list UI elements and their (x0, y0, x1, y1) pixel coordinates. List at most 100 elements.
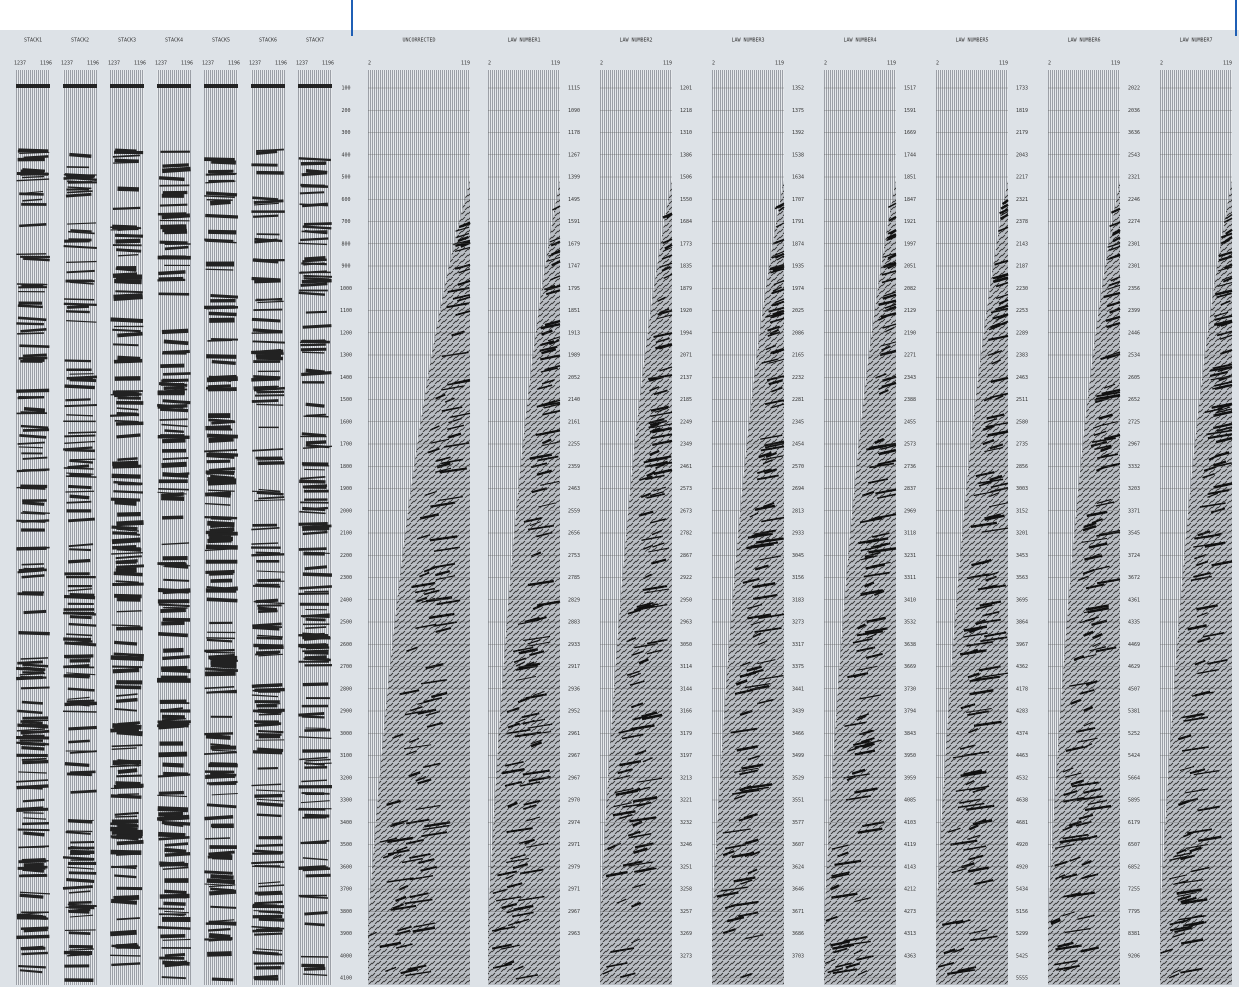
range-label: 1196 (322, 61, 334, 67)
reflector (22, 169, 44, 170)
reflector (205, 669, 238, 671)
reflector (211, 588, 238, 590)
time-label: 3800 (340, 909, 352, 915)
reflector (159, 605, 190, 607)
reflector (306, 404, 325, 406)
reflector (117, 189, 139, 190)
reflector (64, 435, 95, 436)
seismic-display: STACK112371196STACK212371196STACK3123711… (0, 0, 1239, 987)
reflector (300, 868, 328, 869)
reflector (256, 152, 277, 154)
velocity-label: 2511 (1016, 397, 1028, 403)
reflector (70, 772, 96, 773)
reflector (68, 689, 95, 691)
reflector (67, 306, 89, 307)
reflector (207, 954, 231, 955)
velocity-label: 2856 (1016, 464, 1028, 470)
reflector (69, 873, 96, 874)
reflector (64, 299, 94, 300)
reflector (300, 192, 324, 193)
reflector (207, 540, 231, 541)
velocity-label: 4507 (1128, 686, 1140, 692)
range-label: 1196 (40, 61, 52, 67)
velocity-label: 4469 (1128, 642, 1140, 648)
reflector (253, 904, 278, 905)
velocity-label: 3636 (1128, 130, 1140, 136)
velocity-label: 2052 (568, 375, 580, 381)
reflector (117, 281, 142, 282)
reflector (63, 887, 93, 889)
reflector (117, 458, 137, 459)
panel-title: LAW NUMBER6 (1067, 38, 1100, 44)
velocity-label: 3332 (1128, 464, 1140, 470)
reflector (161, 494, 184, 496)
time-label: 2600 (340, 642, 352, 648)
velocity-label: 2933 (792, 531, 804, 537)
reflector (162, 215, 190, 217)
reflector (209, 313, 237, 314)
reflector (17, 333, 44, 334)
reflector (210, 853, 231, 855)
velocity-label: 3371 (1128, 508, 1140, 514)
reflector (253, 711, 282, 712)
velocity-label: 3959 (904, 775, 916, 781)
range-label: 2 (368, 61, 371, 67)
reflector (158, 489, 189, 490)
velocity-label: 2246 (1128, 197, 1140, 203)
reflector (116, 776, 141, 777)
reflector (257, 749, 283, 751)
reflector (116, 423, 143, 424)
velocity-label: 3231 (904, 553, 916, 559)
reflector (22, 762, 48, 763)
velocity-label: 2867 (680, 553, 692, 559)
reflector (206, 269, 234, 270)
velocity-label: 1201 (680, 86, 692, 92)
velocity-label: 2463 (568, 486, 580, 492)
reflector (159, 178, 185, 180)
panel-title: UNCORRECTED (402, 38, 435, 44)
reflector (209, 892, 236, 894)
reflector (211, 339, 238, 340)
time-label: 1300 (340, 353, 352, 359)
velocity-label: 2735 (1016, 442, 1028, 448)
velocity-label: 5156 (1016, 909, 1028, 915)
range-label: 119 (1223, 61, 1232, 67)
reflector (256, 652, 280, 653)
range-label: 1237 (296, 61, 308, 67)
range-label: 119 (1111, 61, 1120, 67)
velocity-label: 2570 (792, 464, 804, 470)
reflector (20, 895, 44, 897)
reflector (21, 731, 42, 732)
reflector (112, 527, 138, 529)
velocity-label: 3686 (792, 931, 804, 937)
range-label: 1237 (14, 61, 26, 67)
velocity-label: 4638 (1016, 798, 1028, 804)
velocity-label: 1835 (680, 264, 692, 270)
velocity-label: 2543 (1128, 152, 1140, 158)
velocity-label: 2274 (1128, 219, 1140, 225)
reflector (209, 469, 235, 471)
velocity-label: 2051 (904, 264, 916, 270)
range-label: 119 (663, 61, 672, 67)
reflector (111, 852, 142, 853)
velocity-label: 1267 (568, 152, 580, 158)
reflector (259, 647, 284, 648)
reflector (116, 570, 137, 571)
reflector (22, 823, 49, 824)
time-label: 2900 (340, 709, 352, 715)
velocity-label: 1684 (680, 219, 692, 225)
velocity-label: 4463 (1016, 753, 1028, 759)
reflector (19, 435, 46, 437)
reflector (303, 227, 332, 229)
velocity-label: 3864 (1016, 620, 1028, 626)
reflector (303, 326, 332, 328)
reflector (299, 481, 325, 482)
reflector (69, 624, 97, 626)
reflector (253, 310, 282, 311)
reflector (209, 428, 231, 429)
reflector (299, 524, 328, 525)
velocity-label: 2356 (1128, 286, 1140, 292)
reflector (253, 216, 278, 217)
reflector (211, 735, 230, 737)
reflector (302, 651, 328, 652)
